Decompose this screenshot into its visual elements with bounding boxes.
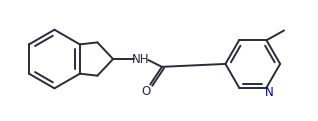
Text: O: O	[142, 85, 151, 98]
Text: N: N	[265, 86, 274, 99]
Text: NH: NH	[132, 53, 149, 66]
